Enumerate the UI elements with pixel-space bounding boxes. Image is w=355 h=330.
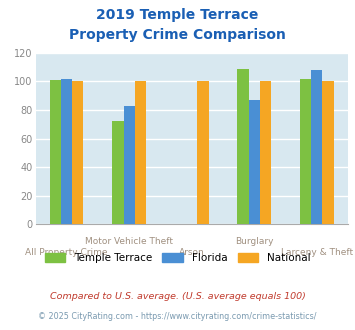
Legend: Temple Terrace, Florida, National: Temple Terrace, Florida, National [40,248,315,267]
Text: All Property Crime: All Property Crime [25,248,108,257]
Text: © 2025 CityRating.com - https://www.cityrating.com/crime-statistics/: © 2025 CityRating.com - https://www.city… [38,312,317,321]
Text: Arson: Arson [179,248,204,257]
Text: Burglary: Burglary [235,237,273,246]
Bar [300,79,311,224]
Bar [260,82,271,224]
Bar [197,82,209,224]
Bar [311,70,322,224]
Bar [124,106,135,224]
Text: Compared to U.S. average. (U.S. average equals 100): Compared to U.S. average. (U.S. average … [50,292,305,301]
Bar [112,121,124,224]
Bar [61,79,72,224]
Bar [248,100,260,224]
Bar [322,82,334,224]
Text: Larceny & Theft: Larceny & Theft [281,248,353,257]
Text: Motor Vehicle Theft: Motor Vehicle Theft [85,237,173,246]
Text: 2019 Temple Terrace: 2019 Temple Terrace [96,8,259,22]
Text: Property Crime Comparison: Property Crime Comparison [69,28,286,42]
Bar [135,82,146,224]
Bar [72,82,83,224]
Bar [50,80,61,224]
Bar [237,69,248,224]
